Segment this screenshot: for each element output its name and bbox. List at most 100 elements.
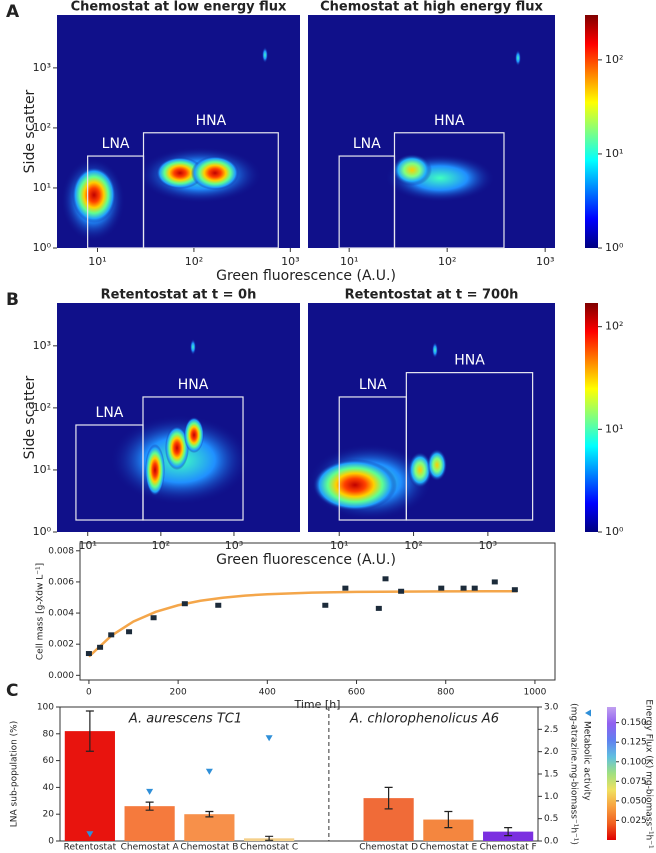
- y-tick-label: 0.006: [48, 577, 74, 587]
- gate-label: HNA: [454, 353, 485, 369]
- x-tick-label: 10¹: [88, 255, 106, 268]
- x-tick-label: 600: [348, 688, 365, 698]
- point: [126, 629, 133, 635]
- y-tick-label: 10³: [33, 61, 51, 74]
- x-tick-label: 10¹: [340, 255, 358, 268]
- colorbar-label: Energy Flux (K) mg-biomass⁻¹h⁻¹: [644, 699, 654, 849]
- panel-letter: B: [6, 290, 19, 310]
- y-tick-label: 10²: [33, 121, 51, 134]
- point: [215, 602, 222, 608]
- colorbar: [585, 303, 598, 532]
- gate-label: HNA: [196, 113, 227, 129]
- point: [511, 587, 518, 593]
- density: [432, 342, 438, 358]
- y-tick-label: 0.004: [48, 609, 74, 619]
- point: [398, 588, 405, 594]
- point: [375, 605, 382, 611]
- y-tick-label: 0: [48, 837, 54, 847]
- point: [471, 585, 478, 591]
- legend-label: Metabolic activity: [582, 721, 592, 801]
- colorbar: [607, 707, 616, 840]
- point: [342, 585, 349, 591]
- gate-label: LNA: [102, 136, 130, 152]
- y2-axis-label: (mg-atrazine.mg-biomass⁻¹h⁻¹): [569, 703, 579, 845]
- density: [190, 339, 196, 355]
- density: [392, 154, 432, 186]
- triangle-marker: [146, 788, 154, 795]
- colorbar-tick-label: 0.150: [621, 718, 647, 728]
- error-bar: [85, 710, 94, 752]
- y2-tick-label: 0.5: [544, 814, 558, 824]
- gate-label: HNA: [178, 377, 209, 393]
- fit-line: [88, 590, 518, 658]
- colorbar-tick-label: 0.100: [621, 757, 647, 767]
- legend-marker: [585, 709, 591, 717]
- x-tick-label: 10³: [536, 255, 554, 268]
- y2-tick-label: 2.5: [544, 725, 558, 735]
- y-tick-label: 10¹: [33, 181, 51, 194]
- x-tick-label: 10²: [438, 255, 456, 268]
- colorbar-tick-label: 0.075: [621, 777, 647, 787]
- gate: [142, 396, 244, 521]
- x-tick-label: 10³: [281, 255, 299, 268]
- density: [408, 452, 432, 488]
- y2-tick-label: 1.5: [544, 770, 558, 780]
- colorbar-tick-label: 10⁰: [605, 525, 624, 538]
- y-tick-label: 10³: [33, 339, 51, 352]
- density: [515, 50, 521, 66]
- heatmap-bg: [308, 15, 555, 248]
- x-tick-label: Chemostat D: [359, 843, 418, 853]
- x-tick-label: Retentostat: [64, 843, 117, 853]
- annotation: A. aurescens TC1: [128, 712, 242, 727]
- x-axis-label: Green fluorescence (A.U.): [216, 552, 396, 568]
- x-tick-label: 0: [86, 688, 92, 698]
- x-tick-label: 10¹: [330, 539, 348, 552]
- panel-title: Retentostat at t = 700h: [345, 288, 519, 303]
- y-axis-label: Side scatter: [22, 375, 38, 459]
- gate-label: LNA: [353, 136, 381, 152]
- error-bar: [504, 827, 513, 837]
- density: [184, 417, 204, 453]
- bar: [483, 831, 534, 841]
- point: [322, 602, 329, 608]
- point: [150, 615, 157, 621]
- gate: [142, 132, 279, 249]
- panel-title: Retentostat at t = 0h: [101, 288, 257, 303]
- y-tick-label: 10²: [33, 401, 51, 414]
- colorbar-tick-label: 10¹: [605, 147, 623, 160]
- density: [165, 426, 189, 470]
- gate-label: LNA: [96, 405, 124, 421]
- y-tick-label: 0.000: [48, 671, 74, 681]
- y-axis-label: Cell mass [g-Xdw L⁻¹]: [36, 563, 46, 660]
- triangle-marker: [205, 768, 213, 775]
- gate: [393, 132, 505, 249]
- x-tick-label: Chemostat E: [420, 843, 478, 853]
- point: [97, 644, 104, 650]
- error-bar: [444, 810, 453, 829]
- error-bar: [265, 835, 274, 841]
- x-tick-label: 200: [170, 688, 187, 698]
- x-tick-label: 1000: [523, 688, 546, 698]
- gate-label: LNA: [359, 377, 387, 393]
- gate-label: HNA: [434, 113, 465, 129]
- colorbar: [585, 15, 598, 248]
- y-axis-label: Side scatter: [22, 89, 38, 173]
- error-bar: [205, 810, 214, 818]
- triangle-marker: [265, 735, 273, 742]
- panel-letter: C: [6, 681, 18, 701]
- point: [460, 585, 467, 591]
- y2-tick-label: 1.0: [544, 792, 559, 802]
- bar: [423, 819, 474, 841]
- x-tick-label: Chemostat B: [180, 843, 238, 853]
- gate: [405, 372, 534, 521]
- y-tick-label: 60: [43, 756, 55, 766]
- triangle-marker: [86, 831, 94, 838]
- colorbar-tick-label: 0.025: [621, 816, 647, 826]
- annotation: A. chlorophenolicus A6: [349, 712, 499, 727]
- density: [191, 156, 239, 190]
- x-tick-label: 10²: [152, 539, 170, 552]
- x-tick-label: 10²: [404, 539, 422, 552]
- x-tick-label: 400: [259, 688, 276, 698]
- y-tick-label: 0.002: [48, 640, 74, 650]
- panel-title: Chemostat at high energy flux: [320, 0, 543, 15]
